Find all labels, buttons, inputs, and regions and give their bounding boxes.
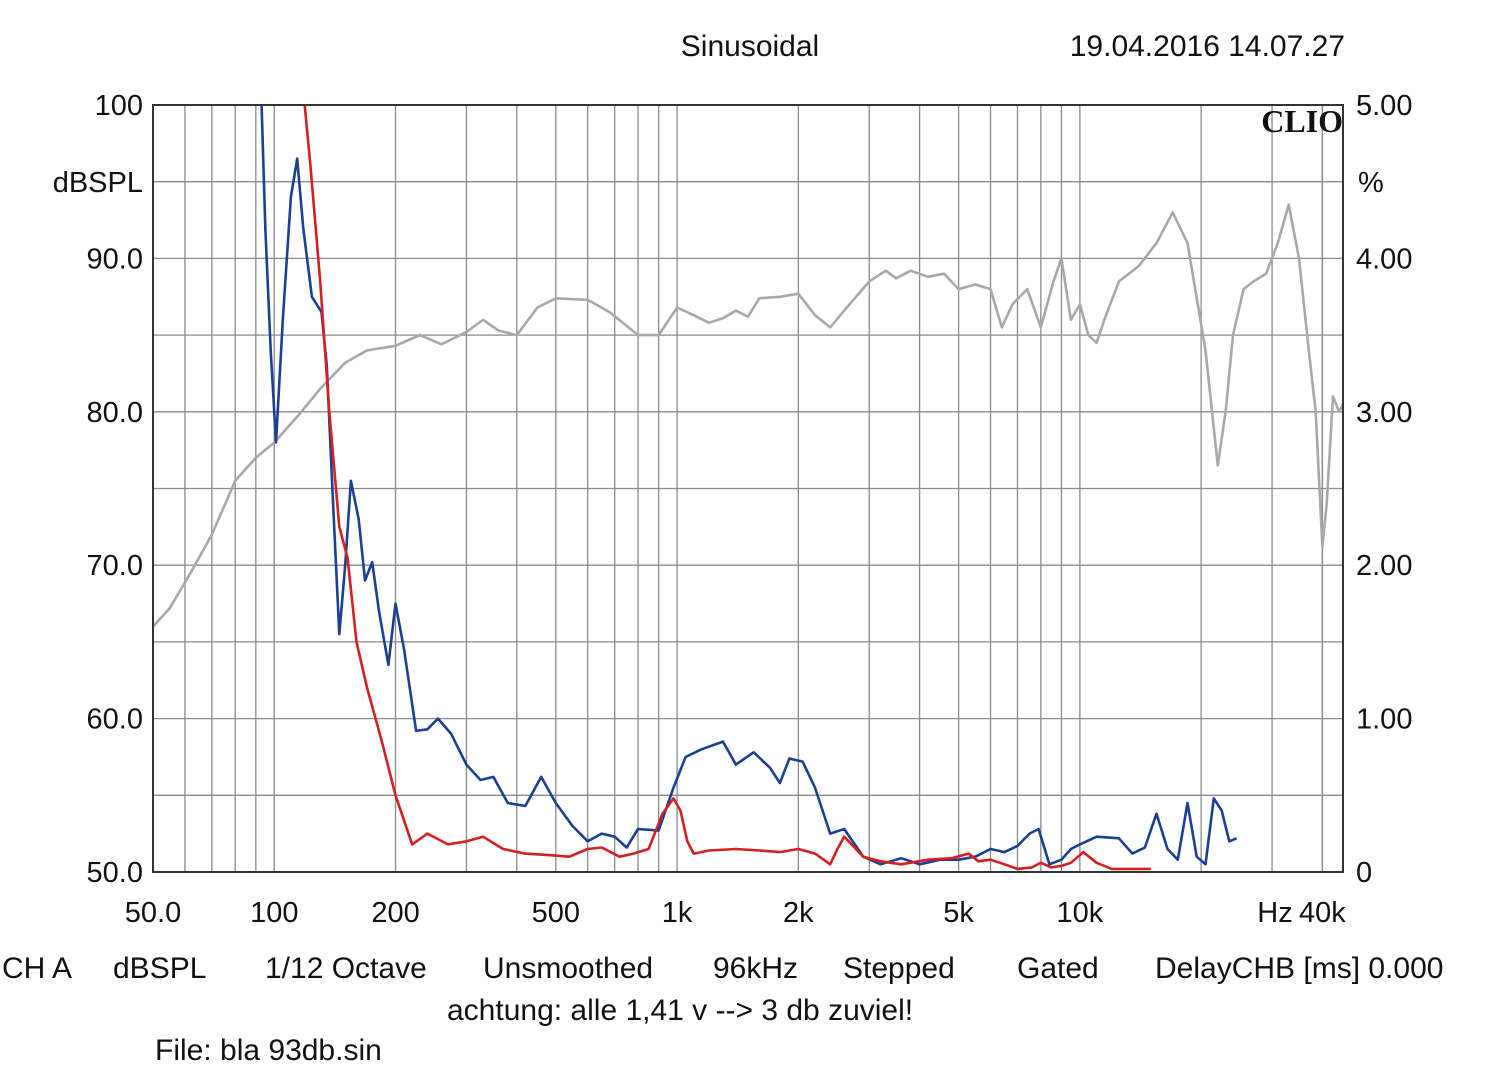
y-tick-label-left: 90.0 [87, 243, 143, 275]
measurement-settings: CH A dBSPL 1/12 Octave Unsmoothed 96kHz … [0, 952, 1500, 992]
sweep-label: Stepped [843, 952, 955, 985]
y-tick-label-right: 0 [1356, 857, 1372, 889]
y-tick-label-right: 4.00 [1356, 243, 1412, 275]
file-name: File: bla 93db.sin [155, 1034, 382, 1067]
curve-1 [152, 203, 1345, 628]
y-tick-label-right: 1.00 [1356, 704, 1412, 736]
plot-frame [152, 104, 1344, 873]
unit-label: dBSPL [113, 952, 207, 985]
channel-label: CH A [2, 952, 73, 985]
frequency-response-chart: 50.0 100 200 500 1k 2k 5k 10k 40k 100 90.0 80.0 70.0… [53, 30, 1413, 929]
axis-labels: 50.0 100 200 500 1k 2k 5k 10k 40k 100 90.0 80.0 70.0… [87, 90, 1413, 929]
sample-rate-label: 96kHz [713, 952, 799, 985]
curves [152, 104, 1345, 871]
x-tick-label: 40k [1299, 897, 1346, 929]
x-tick-label: 2k [783, 897, 814, 929]
clio-logo: CLIO [1261, 103, 1343, 139]
y-tick-label-left: 60.0 [87, 704, 143, 736]
header-datetime: 19.04.2016 14.07.27 [1070, 30, 1345, 63]
resolution-label: 1/12 Octave [265, 952, 427, 985]
x-tick-label: 200 [371, 897, 419, 929]
left-axis-unit: dBSPL [53, 167, 143, 199]
curve-2 [260, 104, 1238, 866]
y-tick-label-right: 2.00 [1356, 550, 1412, 582]
y-tick-label-right: 3.00 [1356, 397, 1412, 429]
smoothing-label: Unsmoothed [483, 952, 654, 985]
x-tick-label: 500 [532, 897, 580, 929]
grid [153, 105, 1343, 872]
x-tick-label: 5k [943, 897, 974, 929]
right-axis-unit: % [1358, 167, 1384, 199]
x-axis-unit: Hz [1257, 897, 1292, 929]
y-tick-label-left: 50.0 [87, 857, 143, 889]
y-tick-label-left: 80.0 [87, 397, 143, 429]
header-mode: Sinusoidal [681, 30, 819, 63]
y-tick-label-left: 70.0 [87, 550, 143, 582]
note-text: achtung: alle 1,41 v --> 3 db zuviel! [447, 994, 914, 1027]
x-tick-label: 1k [662, 897, 693, 929]
curve-3 [303, 104, 1151, 871]
x-tick-label: 50.0 [125, 897, 181, 929]
y-tick-label-right: 5.00 [1356, 90, 1412, 122]
x-tick-label: 100 [250, 897, 298, 929]
delay-label: DelayCHB [ms] 0.000 [1155, 952, 1444, 985]
window-label: Gated [1017, 952, 1099, 985]
y-tick-label-left: 100 [95, 90, 143, 122]
x-tick-label: 10k [1056, 897, 1103, 929]
